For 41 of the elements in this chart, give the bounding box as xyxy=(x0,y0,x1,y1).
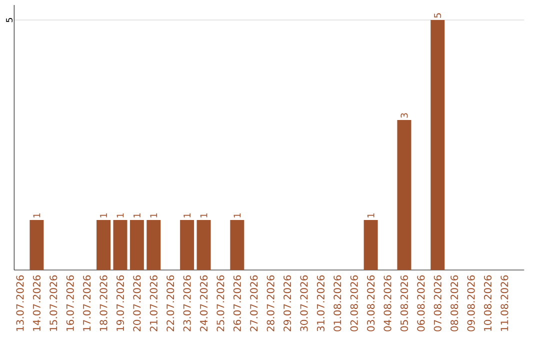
data-label: 1 xyxy=(116,213,124,218)
x-tick-label: 24.07.2026 xyxy=(200,275,208,332)
data-label: 1 xyxy=(367,213,374,218)
x-tick-label: 29.07.2026 xyxy=(283,275,292,332)
data-label: 1 xyxy=(134,213,140,218)
x-tick-label: 20.07.2026 xyxy=(133,275,141,332)
x-tick-label: 09.08.2026 xyxy=(467,275,475,332)
x-tick-label: 07.08.2026 xyxy=(434,275,442,332)
x-tick-label: 28.07.2026 xyxy=(266,275,274,332)
x-tick-label: 15.07.2026 xyxy=(50,275,58,331)
data-label: 1 xyxy=(33,213,40,218)
data-label: 1 xyxy=(150,213,158,218)
x-tick-label: 27.07.2026 xyxy=(250,275,258,332)
data-label: 3 xyxy=(400,113,408,118)
x-tick-label: 30.07.2026 xyxy=(300,275,308,332)
x-tick-label: 11.08.2026 xyxy=(500,275,508,331)
x-tick-label: 01.08.2026 xyxy=(334,275,342,332)
x-tick-label: 31.07.2026 xyxy=(316,275,324,332)
x-tick-label: 22.07.2026 xyxy=(166,275,174,332)
data-label: 1 xyxy=(200,213,208,218)
x-tick-label: 06.08.2026 xyxy=(417,275,425,332)
x-tick-label: 25.07.2026 xyxy=(216,275,224,332)
x-tick-label: 04.08.2026 xyxy=(384,275,392,332)
x-tick-label: 02.08.2026 xyxy=(350,275,358,332)
x-tick-label: 03.08.2026 xyxy=(367,275,375,332)
x-tick-label: 05.08.2026 xyxy=(400,275,408,332)
x-tick-label: 16.07.2026 xyxy=(66,275,74,331)
x-tick-label: 13.07.2026 xyxy=(16,275,24,331)
x-tick-label: 23.07.2026 xyxy=(183,275,191,332)
data-label: 5 xyxy=(434,13,442,18)
x-tick-label: 14.07.2026 xyxy=(32,275,40,331)
x-tick-label: 17.07.2026 xyxy=(83,275,91,331)
x-tick-label: 10.08.2026 xyxy=(484,275,492,331)
x-tick-label: 19.07.2026 xyxy=(116,275,124,331)
data-label: 1 xyxy=(100,213,107,218)
data-label: 1 xyxy=(184,213,190,218)
x-tick-label: 26.07.2026 xyxy=(233,275,241,332)
data-label: 1 xyxy=(234,213,241,218)
x-tick-label: 18.07.2026 xyxy=(100,275,108,331)
x-tick-label: 08.08.2026 xyxy=(450,275,458,332)
x-tick-label: 21.07.2026 xyxy=(150,275,158,332)
